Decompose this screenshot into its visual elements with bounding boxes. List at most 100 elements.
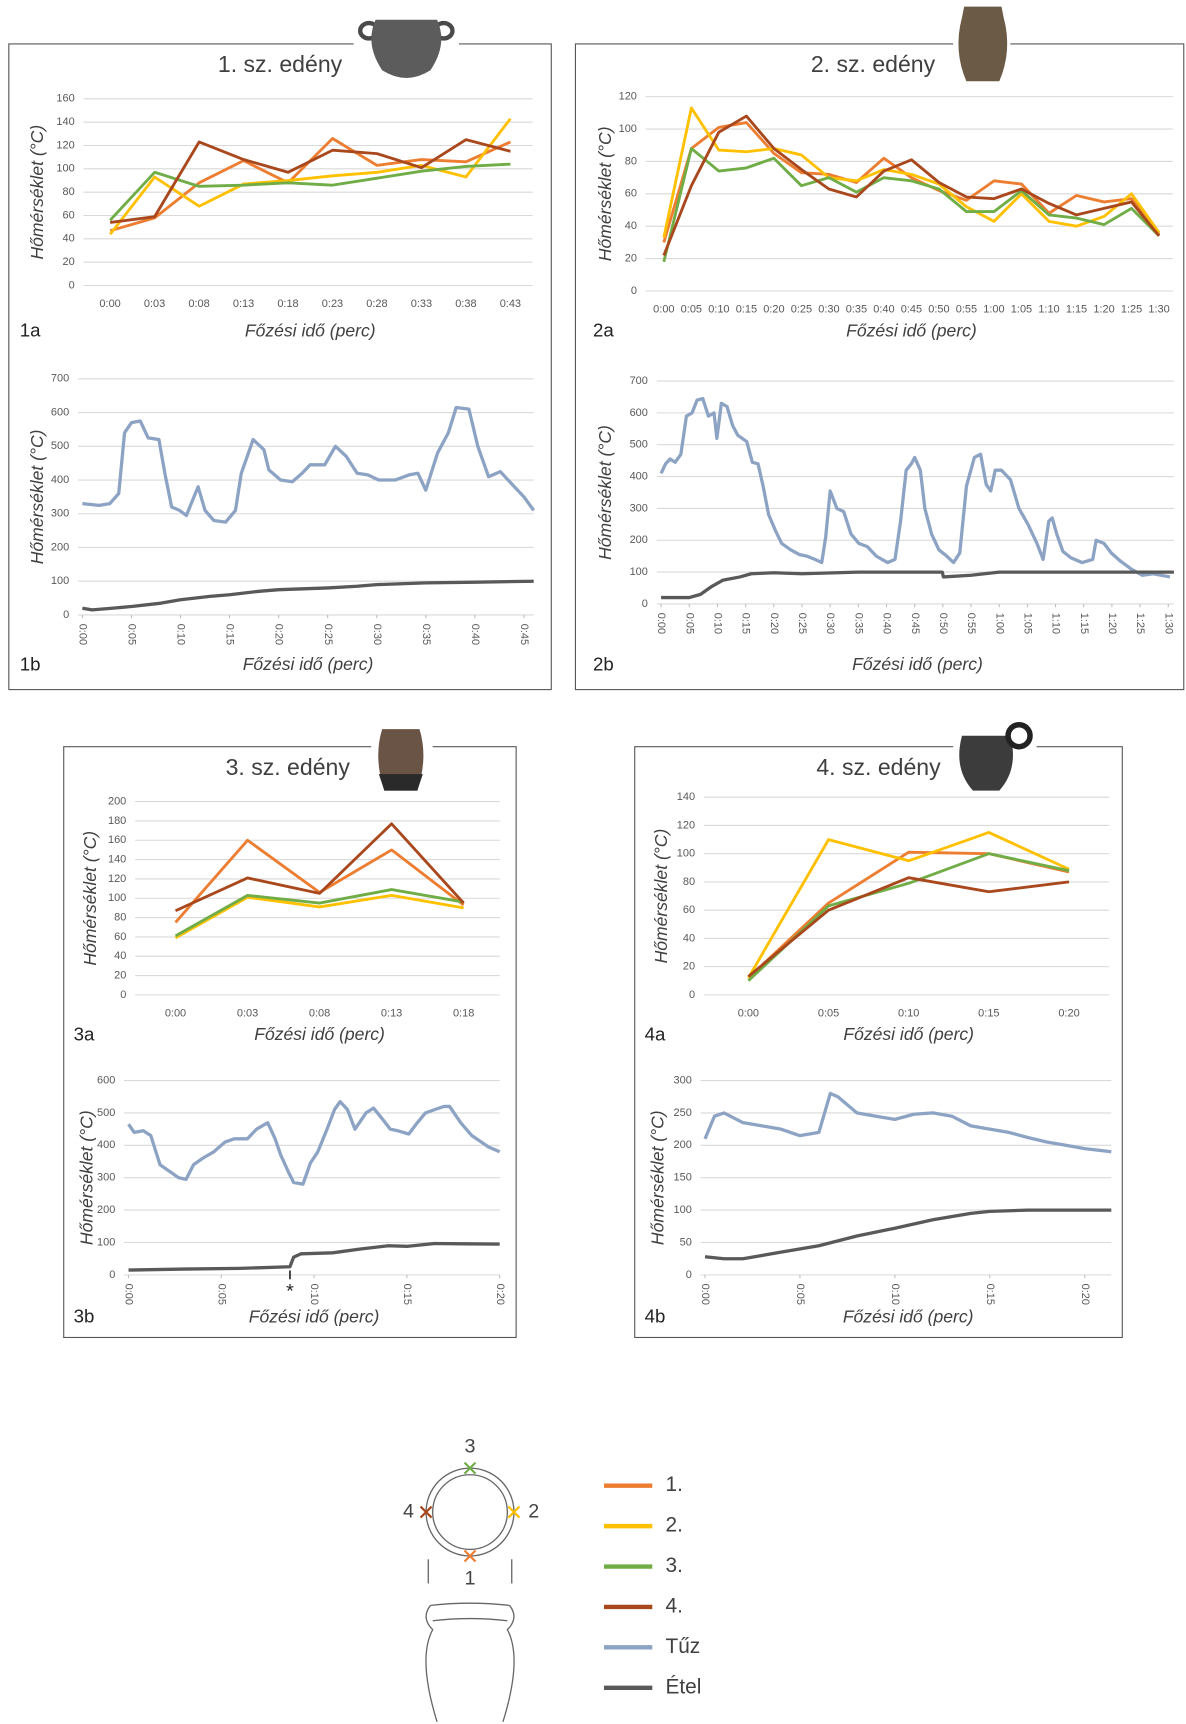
panel-label: 4b	[645, 1306, 666, 1327]
y-tick-label: 150	[674, 1172, 692, 1184]
x-tick-label: 0:03	[144, 298, 165, 310]
panel-frame	[8, 43, 552, 691]
x-tick-label: 0:30	[371, 624, 383, 645]
data-line	[128, 1241, 500, 1272]
data-line	[747, 850, 1070, 980]
x-tick-label: 0:10	[708, 304, 729, 316]
legend-label: Tűz	[665, 1635, 700, 1658]
y-tick-label: 200	[674, 1139, 692, 1151]
x-tick-label: 0:18	[453, 1007, 474, 1019]
x-tick-label: 0:15	[978, 1007, 999, 1019]
position-diagram: 3 2 1 4	[403, 1436, 539, 1722]
annotation: *	[286, 1281, 294, 1303]
x-tick-label: 1:30	[1148, 304, 1169, 316]
x-tick-label: 1:00	[993, 613, 1005, 634]
x-tick-label: 0:05	[681, 304, 702, 316]
x-axis-label: Főzési idő (perc)	[843, 1306, 974, 1326]
y-axis-label: Hőmérséklet (°C)	[80, 831, 100, 966]
x-axis-label: Főzési idő (perc)	[243, 654, 374, 674]
x-tick-label: 0:30	[818, 304, 839, 316]
y-tick-label: 700	[51, 373, 69, 385]
x-tick-label: 0:28	[366, 298, 387, 310]
vessel-photos	[353, 6, 1037, 791]
x-tick-label: 1:30	[1162, 613, 1174, 634]
y-axis-label: Hőmérséklet (°C)	[77, 1110, 97, 1245]
y-tick-label: 0	[69, 279, 75, 291]
legend-label: 4.	[665, 1594, 682, 1617]
vessel-rim	[425, 1467, 515, 1557]
x-tick-label: 0:35	[420, 624, 432, 645]
chart-title: 4. sz. edény	[816, 754, 941, 780]
vessel-2	[958, 6, 1008, 82]
y-tick-label: 700	[630, 375, 648, 387]
x-axis-label: Főzési idő (perc)	[846, 320, 977, 340]
chart-title: 3. sz. edény	[226, 754, 351, 780]
y-tick-label: 500	[97, 1107, 115, 1119]
y-tick-label: 100	[674, 1204, 692, 1216]
vessel-4	[959, 735, 1013, 791]
x-tick-label: 0:15	[736, 304, 757, 316]
y-tick-label: 140	[56, 116, 74, 128]
x-tick-label: 1:20	[1106, 613, 1118, 634]
y-tick-label: 100	[56, 163, 74, 175]
y-tick-label: 140	[677, 791, 695, 803]
x-tick-label: 0:25	[322, 624, 334, 645]
x-tick-label: 0:33	[411, 298, 432, 310]
x-tick-label: 0:10	[308, 1284, 320, 1305]
y-tick-label: 100	[630, 566, 648, 578]
x-tick-label: 0:08	[188, 298, 209, 310]
y-axis-label: Hőmérséklet (°C)	[595, 126, 615, 261]
x-tick-label: 0:50	[937, 613, 949, 634]
data-line	[127, 1099, 501, 1186]
y-axis-label: Hőmérséklet (°C)	[595, 425, 615, 560]
y-tick-label: 40	[683, 932, 695, 944]
panel-label: 1a	[20, 320, 41, 341]
y-tick-label: 40	[62, 233, 74, 245]
x-tick-label: 1:05	[1021, 613, 1033, 634]
panel-label: 3b	[74, 1306, 95, 1327]
panel-label: 2a	[593, 320, 614, 341]
x-tick-label: 1:20	[1093, 304, 1114, 316]
y-tick-label: 60	[625, 188, 637, 200]
x-tick-label: 0:23	[322, 298, 343, 310]
y-tick-label: 60	[683, 904, 695, 916]
x-tick-label: 0:00	[99, 298, 120, 310]
x-tick-label: 0:05	[126, 624, 138, 645]
panel-frame	[574, 43, 1185, 691]
y-tick-label: 500	[51, 440, 69, 452]
data-line	[662, 147, 1161, 263]
sensor-mark	[419, 1505, 433, 1519]
data-line	[174, 893, 464, 940]
y-tick-label: 120	[56, 139, 74, 151]
y-axis-label: Hőmérséklet (°C)	[27, 430, 47, 565]
x-tick-label: 0:05	[818, 1007, 839, 1019]
x-tick-label: 0:10	[898, 1007, 919, 1019]
x-tick-label: 0:03	[237, 1007, 258, 1019]
y-tick-label: 160	[108, 834, 126, 846]
x-tick-label: 0:38	[455, 298, 476, 310]
data-line	[703, 1091, 1112, 1154]
vessel-outline	[425, 1602, 515, 1722]
x-axis-label: Főzési idő (perc)	[245, 320, 376, 340]
vessel-rim-inner	[432, 1474, 509, 1551]
diagram-label: 3	[465, 1436, 476, 1458]
y-tick-label: 20	[625, 253, 637, 265]
x-axis-label: Főzési idő (perc)	[843, 1024, 974, 1044]
x-tick-label: 0:20	[768, 613, 780, 634]
x-tick-label: 0:43	[500, 298, 521, 310]
data-line	[747, 876, 1070, 978]
y-tick-label: 20	[114, 969, 126, 981]
y-tick-label: 80	[62, 186, 74, 198]
x-tick-label: 0:20	[494, 1284, 506, 1305]
x-tick-label: 0:00	[655, 613, 667, 634]
x-tick-label: 1:25	[1134, 613, 1146, 634]
x-tick-label: 0:20	[273, 624, 285, 645]
x-tick-label: 1:10	[1050, 613, 1062, 634]
x-tick-label: 0:25	[791, 304, 812, 316]
y-tick-label: 160	[56, 93, 74, 105]
y-tick-label: 50	[680, 1236, 692, 1248]
panel-label: 4a	[645, 1023, 666, 1044]
x-tick-label: 0:10	[889, 1284, 901, 1305]
diagram-label: 2	[528, 1500, 539, 1522]
